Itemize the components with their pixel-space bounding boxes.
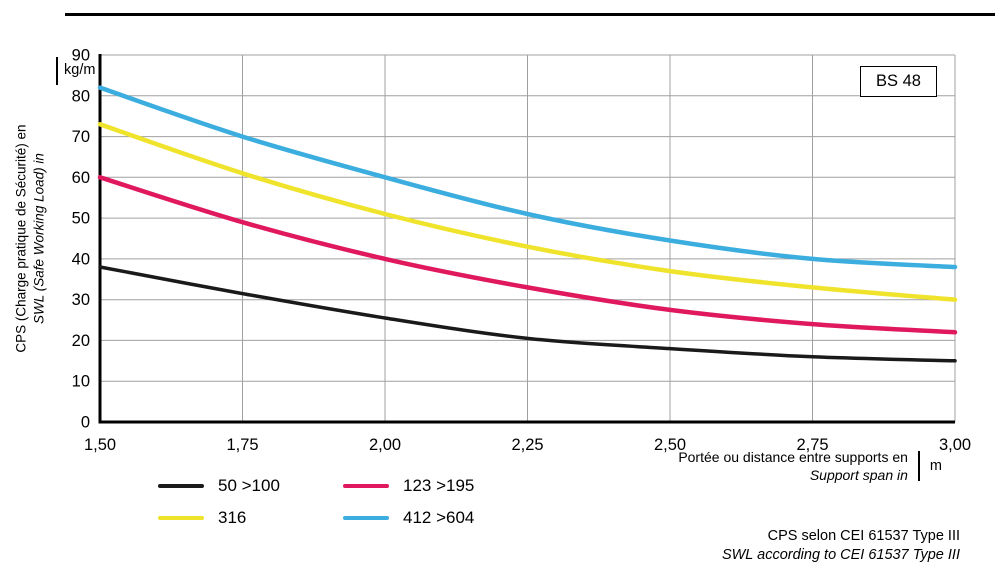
legend-swatch-316: [158, 515, 204, 521]
curve-316: [97, 122, 958, 302]
x-axis-label-en: Support span in: [809, 467, 908, 484]
svg-text:2,75: 2,75: [796, 436, 828, 454]
y-axis-label-en: SWL (Safe Working Load) in: [31, 153, 46, 324]
svg-text:1,75: 1,75: [226, 436, 258, 454]
svg-text:30: 30: [72, 291, 90, 309]
svg-text:3,00: 3,00: [939, 436, 971, 454]
legend-swatch-123-195: [343, 483, 389, 489]
gridlines: [99, 54, 956, 423]
y-axis-label: CPS (Charge pratique de Sécurité) en SWL…: [8, 55, 52, 422]
legend-item-123-195: 123 >195: [343, 476, 474, 496]
x-axis-label-fr: Portée ou distance entre supports en: [678, 449, 908, 465]
reference-badge: BS 48: [860, 66, 937, 97]
svg-text:10: 10: [72, 373, 90, 391]
legend-item-316: 316: [158, 508, 343, 528]
curve-123-195: [97, 175, 958, 335]
svg-text:1,50: 1,50: [84, 436, 116, 454]
legend-label-50-100: 50 >100: [218, 476, 280, 495]
x-axis-label: Portée ou distance entre supports en Sup…: [678, 448, 942, 484]
curve-50-100: [98, 265, 957, 363]
legend-swatch-50-100: [158, 483, 204, 489]
legend-label-316: 316: [218, 508, 247, 527]
svg-text:2,50: 2,50: [654, 436, 686, 454]
svg-text:2,00: 2,00: [369, 436, 401, 454]
top-rule: [65, 13, 995, 16]
line-chart: 1,50 1,75 2,00 2,25 2,50 2,75 3,00 0 10 20 30 40 50 6…: [72, 47, 971, 455]
legend-label-123-195: 123 >195: [403, 476, 475, 495]
legend: 50 >100 123 >195 316 412 >604: [158, 476, 474, 528]
svg-text:70: 70: [72, 128, 90, 146]
footer-line-fr: CPS selon CEI 61537 Type III: [767, 528, 960, 544]
legend-item-412-604: 412 >604: [343, 508, 474, 528]
svg-text:2,25: 2,25: [511, 436, 543, 454]
x-tick-labels: 1,50 1,75 2,00 2,25 2,50 2,75 3,00: [84, 436, 971, 454]
footer-note: CPS selon CEI 61537 Type III SWL accordi…: [722, 527, 960, 565]
svg-text:40: 40: [72, 250, 90, 268]
legend-swatch-412-604: [343, 515, 389, 521]
svg-text:80: 80: [72, 87, 90, 105]
y-tick-labels: 0 10 20 30 40 50 60 70 80 90: [72, 47, 90, 432]
svg-text:60: 60: [72, 169, 90, 187]
svg-text:90: 90: [72, 47, 90, 65]
svg-text:50: 50: [72, 210, 90, 228]
legend-label-412-604: 412 >604: [403, 508, 475, 527]
svg-text:0: 0: [81, 414, 90, 432]
y-unit-divider: [56, 57, 58, 85]
legend-item-50-100: 50 >100: [158, 476, 343, 496]
svg-text:20: 20: [72, 332, 90, 350]
x-unit-divider: [917, 451, 920, 482]
y-axis-label-fr: CPS (Charge pratique de Sécurité) en: [13, 124, 29, 353]
footer-line-en: SWL according to CEI 61537 Type III: [721, 546, 960, 563]
x-axis-unit: m: [929, 458, 942, 475]
curve-412-604: [97, 85, 958, 270]
y-axis-unit: kg/m: [64, 62, 96, 78]
axes: [98, 54, 955, 424]
